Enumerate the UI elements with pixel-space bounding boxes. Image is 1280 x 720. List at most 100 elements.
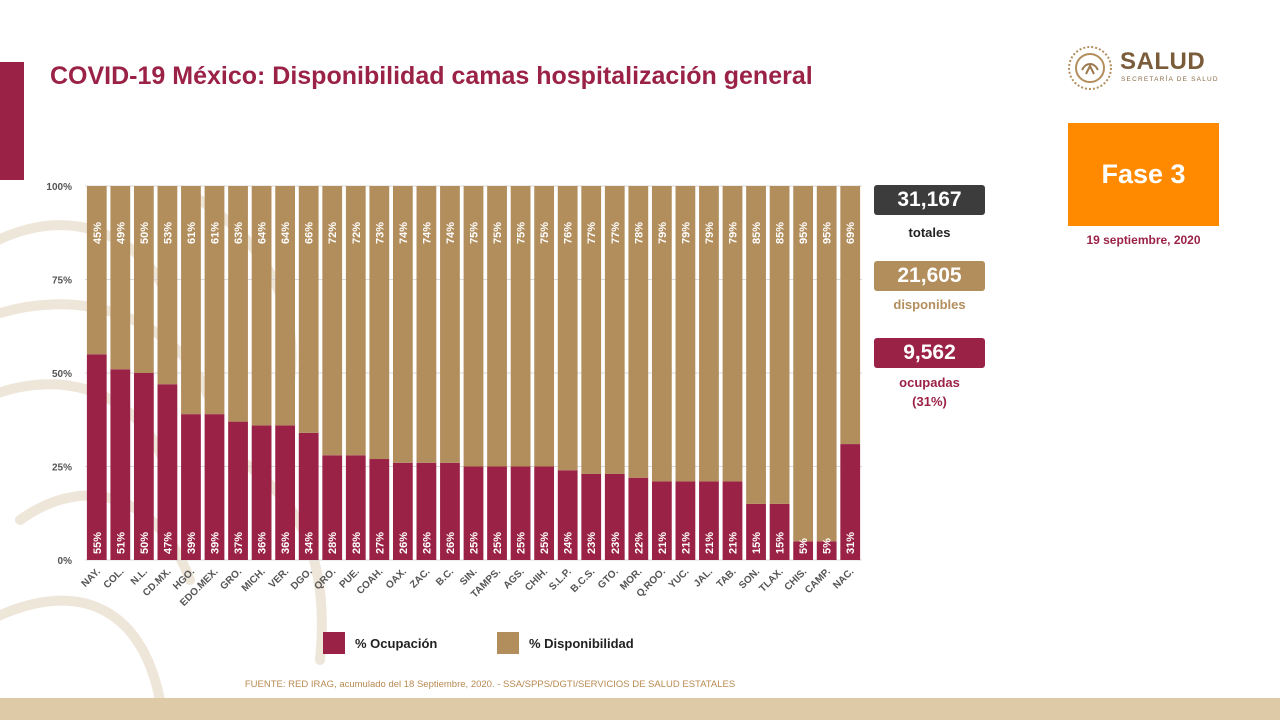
bar-availability	[793, 186, 814, 542]
occupied-beds-label: ocupadas	[899, 375, 960, 390]
y-tick-label: 0%	[58, 556, 73, 567]
data-label-occupation: 26%	[445, 532, 457, 554]
data-label-availability: 77%	[610, 222, 622, 244]
data-label-availability: 76%	[563, 222, 575, 244]
data-label-occupation: 15%	[775, 532, 787, 554]
data-label-availability: 74%	[445, 222, 457, 244]
bar-occupation	[581, 473, 602, 560]
data-label-availability: 63%	[233, 222, 245, 244]
data-label-availability: 77%	[586, 222, 598, 244]
x-category-label: COAH.	[355, 566, 386, 597]
available-beds-value: 21,605	[874, 261, 985, 291]
bottom-strip	[0, 698, 1280, 720]
bar-availability	[816, 186, 837, 542]
bar-occupation	[628, 477, 649, 560]
data-label-occupation: 39%	[210, 532, 222, 554]
data-label-occupation: 21%	[728, 532, 740, 554]
bar-occupation	[510, 466, 531, 560]
data-label-availability: 45%	[92, 222, 104, 244]
bar-availability	[699, 186, 719, 482]
bar-availability	[722, 186, 743, 482]
bar-occupation	[463, 466, 484, 560]
x-category-label: JAL.	[692, 566, 715, 589]
bar-availability	[157, 186, 178, 385]
bar-occupation	[204, 414, 225, 560]
x-category-label: QRO.	[312, 566, 338, 592]
bar-occupation	[769, 503, 790, 560]
x-category-label: NAY.	[80, 566, 103, 589]
bar-occupation	[699, 481, 719, 560]
bar-occupation	[251, 425, 272, 560]
bar-occupation	[793, 541, 814, 560]
data-label-occupation: 50%	[139, 532, 151, 554]
bar-availability	[251, 186, 272, 426]
x-category-label: DGO.	[289, 566, 315, 592]
salud-logo: SALUD SECRETARÍA DE SALUD	[1066, 44, 1226, 94]
bar-occupation	[345, 455, 366, 560]
logo-subtitle: SECRETARÍA DE SALUD	[1121, 76, 1219, 83]
x-category-label: NAC.	[831, 566, 856, 591]
data-label-availability: 69%	[845, 222, 857, 244]
y-tick-label: 75%	[52, 276, 72, 287]
x-category-label: GTO.	[596, 566, 621, 591]
y-tick-label: 100%	[46, 182, 72, 193]
data-label-availability: 49%	[115, 222, 127, 244]
data-label-availability: 95%	[798, 222, 810, 244]
data-label-availability: 73%	[374, 222, 386, 244]
x-category-label: B.C.	[434, 566, 456, 588]
x-category-label: YUC.	[667, 566, 692, 591]
data-label-occupation: 21%	[657, 532, 669, 554]
legend-item-occupation: % Ocupación	[323, 632, 437, 654]
bar-occupation	[110, 369, 131, 560]
data-label-availability: 95%	[822, 222, 834, 244]
bar-availability	[628, 186, 649, 478]
data-label-occupation: 5%	[798, 538, 810, 554]
legend-swatch-occupation	[323, 632, 345, 654]
bar-occupation	[157, 384, 178, 560]
x-category-label: ZAC.	[408, 566, 432, 590]
bar-occupation	[487, 466, 507, 560]
data-label-availability: 79%	[728, 222, 740, 244]
bar-availability	[86, 186, 107, 355]
data-label-occupation: 25%	[539, 532, 551, 554]
bar-occupation	[746, 503, 766, 560]
data-label-availability: 61%	[210, 222, 222, 244]
bar-availability	[416, 186, 437, 463]
data-label-occupation: 5%	[822, 538, 834, 554]
bar-availability	[557, 186, 578, 471]
bar-occupation	[322, 455, 343, 560]
data-label-occupation: 37%	[233, 532, 245, 554]
bar-occupation	[228, 421, 248, 560]
page-title: COVID-19 México: Disponibilidad camas ho…	[50, 62, 813, 90]
data-label-availability: 72%	[351, 222, 363, 244]
legend-label-availability: % Disponibilidad	[529, 635, 634, 651]
bar-availability	[133, 186, 154, 373]
data-label-occupation: 39%	[186, 532, 198, 554]
data-label-availability: 75%	[492, 222, 504, 244]
bar-availability	[204, 186, 225, 415]
bar-occupation	[604, 473, 625, 560]
data-label-occupation: 36%	[257, 532, 269, 554]
y-tick-label: 25%	[52, 463, 72, 474]
bar-occupation	[369, 459, 390, 560]
data-label-availability: 74%	[398, 222, 410, 244]
data-label-occupation: 31%	[845, 532, 857, 554]
logo-word: SALUD	[1120, 48, 1206, 75]
data-label-availability: 64%	[257, 222, 269, 244]
bar-availability	[322, 186, 343, 456]
bar-availability	[534, 186, 555, 467]
bar-occupation	[133, 373, 154, 560]
data-label-occupation: 22%	[633, 532, 645, 554]
bar-availability	[769, 186, 790, 504]
data-label-occupation: 21%	[680, 532, 692, 554]
data-label-availability: 72%	[327, 222, 339, 244]
bar-availability	[604, 186, 625, 474]
data-label-occupation: 47%	[162, 532, 174, 554]
data-label-occupation: 24%	[563, 532, 575, 554]
data-label-availability: 74%	[421, 222, 433, 244]
side-accent-bar	[0, 62, 24, 180]
data-label-availability: 79%	[657, 222, 669, 244]
bar-occupation	[275, 425, 296, 560]
bar-availability	[345, 186, 366, 456]
